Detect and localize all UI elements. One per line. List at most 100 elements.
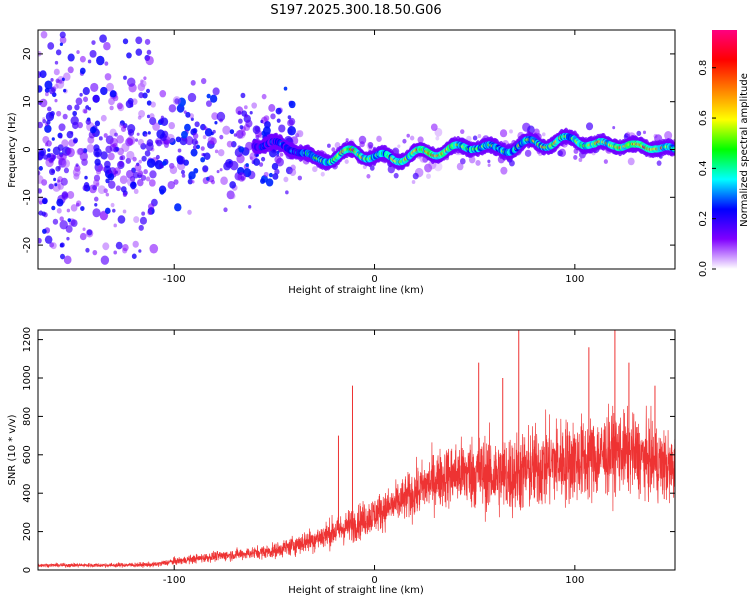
spectrogram-cell [276, 153, 280, 157]
spectrogram-cell [217, 149, 225, 157]
spectrogram-cell [472, 135, 478, 141]
spectrogram-cell [52, 218, 59, 225]
spectrogram-cell [159, 189, 165, 195]
spectrogram-cell [54, 60, 59, 65]
spectrogram-cell [85, 118, 91, 125]
spectrogram-cell [59, 220, 68, 230]
spectrogram-cell [38, 237, 42, 244]
spectrogram-cell [219, 168, 223, 172]
spectrogram-cell [44, 124, 52, 133]
spectrogram-cell [245, 163, 249, 167]
spectrogram-cell [285, 166, 293, 175]
spectrogram-cell [77, 121, 83, 129]
spectrogram-cell [38, 121, 43, 129]
spectrogram-cell [524, 149, 532, 157]
spectrogram-cell [261, 156, 266, 162]
spectrogram-cell [204, 126, 208, 131]
spectrogram-cell [393, 172, 399, 179]
spectrogram-cell [412, 172, 419, 180]
spectrogram-cell [72, 121, 79, 130]
spectrogram-cell [39, 70, 47, 79]
spectrogram-cell [402, 138, 407, 144]
spectrogram-cell [135, 48, 143, 56]
spectrogram-cell [578, 157, 583, 162]
spectrogram-cell [67, 66, 74, 74]
spectrogram-cell [62, 113, 68, 120]
spectrogram-cell [149, 243, 159, 254]
spectrogram-cell [113, 250, 118, 255]
spectrogram-cell [460, 129, 465, 135]
spectrogram-cell [155, 154, 160, 160]
spectrogram-cell [138, 224, 144, 231]
spectrogram-cell [79, 151, 88, 161]
spectrogram-cell [42, 154, 48, 160]
spectrogram-cell [487, 163, 491, 167]
spectrogram-cell [487, 159, 491, 164]
spectrogram-cell [118, 160, 124, 168]
spectrogram-cell [55, 49, 62, 56]
spectrogram-cell [283, 86, 288, 91]
spectrogram-cell [94, 202, 98, 207]
spectrogram-cell [236, 154, 245, 164]
spectrogram-cell [200, 78, 207, 85]
spectrogram-cell [67, 191, 75, 199]
spectrogram-cell [140, 142, 147, 150]
spectrogram-cell [49, 242, 55, 248]
spectrogram-cell [160, 117, 169, 126]
spectrogram-cell [45, 111, 55, 122]
spectrogram-cell [59, 31, 66, 39]
spectrogram-cell [133, 216, 140, 223]
spectrogram-cell [44, 142, 49, 147]
spectrogram-cell [141, 155, 147, 162]
chart-title: S197.2025.300.18.50.G06 [270, 3, 441, 18]
spectrogram-cell [114, 132, 118, 137]
spectrogram-cell [156, 139, 163, 147]
spectrogram-cell [38, 200, 43, 205]
colorbar-label: Normalized spectral amplitude [739, 73, 750, 227]
spectrogram-cell [137, 169, 143, 176]
spectrogram-cell [122, 244, 129, 252]
spectrogram-cell [268, 172, 273, 178]
spectrogram-cell [110, 202, 115, 208]
spectrogram-cell [47, 148, 51, 152]
spectrogram-cell [56, 154, 62, 160]
spectrogram-cell [426, 173, 431, 179]
spectrogram-cell [312, 166, 318, 173]
spectrogram-cell [136, 178, 144, 187]
spectrogram-cell [207, 136, 215, 145]
spectrogram-cell [229, 160, 239, 171]
spectrogram-cell [223, 207, 228, 213]
spectrogram-cell [212, 87, 220, 96]
spectrogram-cell [211, 112, 219, 121]
spectrogram-cell [149, 170, 157, 179]
spectrogram-cell [87, 59, 92, 64]
spectrogram-cell [172, 96, 181, 106]
colorbar-tick-label: 0.0 [698, 261, 709, 277]
spectrogram-cell [83, 182, 90, 189]
spectrogram-cell [137, 138, 144, 146]
spectrogram-cell [175, 136, 181, 143]
spectrogram-cell [190, 148, 198, 157]
spectrogram-cell [96, 55, 105, 66]
spectrogram-cell [184, 123, 191, 132]
spectrogram-cell [206, 93, 211, 99]
spectrogram-cell [366, 174, 371, 179]
spectrogram-cell [126, 150, 135, 160]
spectrogram-cell [320, 171, 325, 177]
spectrogram-cell [435, 136, 440, 141]
spectrogram-cell [261, 93, 267, 100]
spectrogram-cell [48, 87, 56, 95]
spectrogram-cell [137, 170, 144, 177]
spectrogram-cell [87, 106, 92, 111]
spectrogram-cell [146, 100, 152, 106]
spectrogram-cell [499, 129, 508, 138]
spectrogram-cell [627, 157, 635, 166]
colorbar-ticks: 0.0 0.2 0.4 0.6 0.8 [698, 60, 716, 277]
spectrogram-cell [269, 148, 277, 158]
spectrogram-cell [63, 88, 67, 93]
spectrogram-cell [181, 173, 186, 178]
spectrogram-cell [190, 117, 194, 121]
spectrogram-cell [612, 126, 616, 130]
spectrogram-cell [67, 53, 75, 62]
